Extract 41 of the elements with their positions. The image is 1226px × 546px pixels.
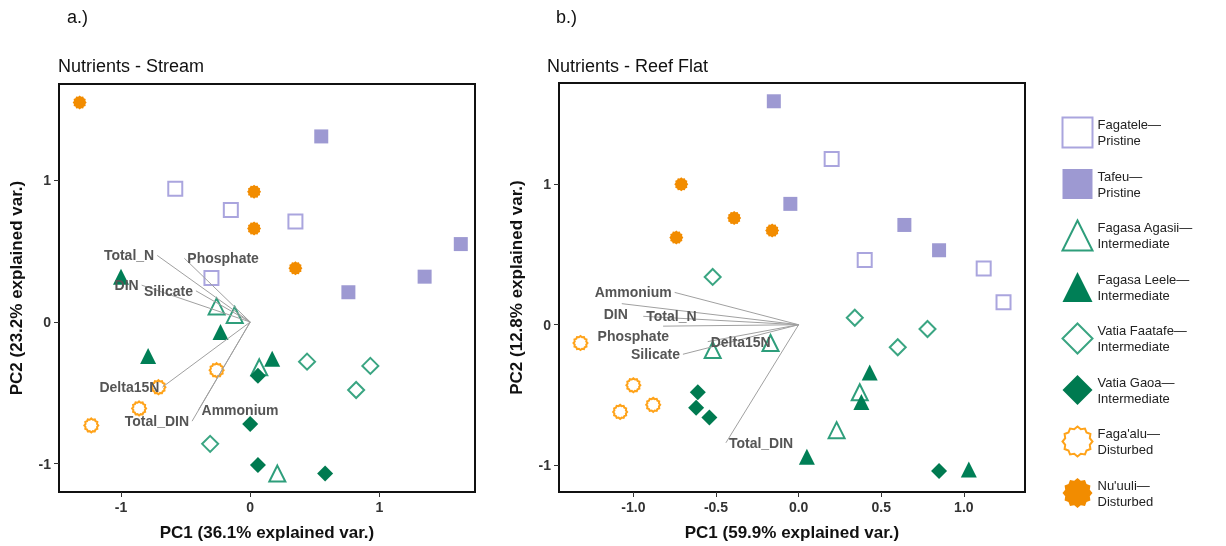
legend-label: Vatia Gaoa—Intermediate: [1097, 374, 1175, 406]
text: a.): [67, 7, 89, 27]
series-label: Total_N: [103, 247, 155, 264]
x-tick-label: 0.0: [788, 499, 809, 515]
series-label: Silicate: [143, 282, 194, 299]
series-label: Total_DIN: [728, 434, 794, 451]
y-axis-title: PC2 (12.8% explained var.): [507, 180, 526, 395]
x-axis-title: PC1 (59.9% explained var.): [684, 523, 900, 542]
legend-label: Fagatele—Pristine: [1097, 117, 1162, 148]
legend-label: Faga'alu—Disturbed: [1097, 426, 1160, 457]
legend-label: Nu'uuli—Disturbed: [1097, 477, 1154, 509]
y-tick-label: -1: [38, 455, 52, 472]
series-label: Total_DIN: [124, 413, 190, 430]
x-axis-title: PC1 (36.1% explained var.): [159, 523, 375, 542]
series-label: Ammonium: [201, 401, 279, 418]
x-tick-label: 1.0: [954, 499, 974, 515]
chart-title: Nutrients - Reef Flat: [547, 56, 709, 76]
y-axis-title: PC2 (23.2% explained var.): [7, 180, 26, 396]
x-tick-label: -1.0: [621, 499, 646, 515]
chart-title: Nutrients - Stream: [58, 56, 205, 76]
series-label: Phosphate: [597, 328, 670, 345]
series-label: DIN: [603, 305, 628, 322]
y-tick-label: 0: [43, 314, 52, 330]
text: b.): [556, 7, 578, 27]
legend-label: Tafeu—Pristine: [1097, 168, 1143, 200]
x-tick-label: 1: [375, 499, 384, 515]
legend-label: Vatia Faatafe—Intermediate: [1097, 323, 1187, 354]
x-tick-label: -0.5: [703, 499, 729, 515]
series-label: Total_N: [646, 308, 697, 325]
y-tick-label: 0: [543, 316, 552, 333]
series-label: Silicate: [630, 346, 681, 363]
series-label: Phosphate: [187, 250, 260, 267]
x-tick-label: -1: [114, 499, 128, 515]
y-tick-label: -1: [538, 457, 552, 474]
legend-label: Fagasa Leele—Intermediate: [1097, 271, 1190, 303]
x-tick-label: 0: [246, 499, 255, 515]
legend-label: Fagasa Agasii—Intermediate: [1097, 220, 1193, 251]
series-label: Ammonium: [594, 284, 672, 301]
y-tick-label: 1: [43, 172, 52, 189]
y-tick-label: 1: [543, 176, 552, 193]
x-tick-label: 0.5: [871, 499, 892, 515]
